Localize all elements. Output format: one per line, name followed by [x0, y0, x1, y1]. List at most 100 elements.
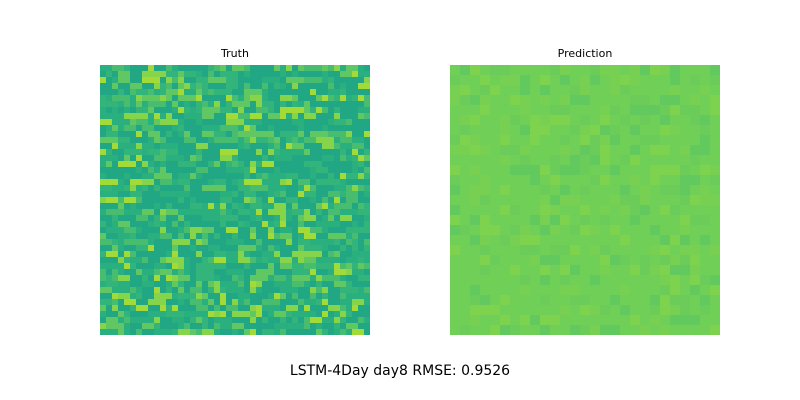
heatmap-cell — [178, 89, 184, 95]
heatmap-cell — [630, 195, 640, 205]
heatmap-cell — [136, 245, 154, 251]
heatmap-cell — [660, 325, 670, 335]
heatmap-cell — [256, 161, 262, 167]
heatmap-cell — [660, 105, 670, 115]
heatmap-cell — [500, 65, 510, 75]
heatmap-cell — [268, 89, 280, 95]
heatmap-cell — [178, 77, 184, 83]
heatmap-cell — [630, 155, 640, 165]
heatmap-cell — [130, 185, 136, 191]
heatmap-cell — [220, 155, 226, 161]
heatmap-cell — [364, 95, 370, 101]
heatmap-cell — [610, 85, 620, 95]
heatmap-cell — [364, 227, 370, 233]
heatmap-cell — [310, 131, 328, 137]
heatmap-cell — [106, 107, 112, 113]
heatmap-cell — [154, 251, 166, 257]
heatmap-cell — [184, 245, 190, 251]
heatmap-cell — [262, 101, 268, 107]
heatmap-cell — [450, 215, 460, 225]
heatmap-cell — [124, 251, 130, 257]
heatmap-cell — [590, 225, 600, 235]
heatmap-cell — [208, 155, 226, 161]
heatmap-cell — [480, 235, 490, 245]
heatmap-cell — [364, 179, 370, 185]
heatmap-cell — [100, 257, 118, 263]
heatmap-cell — [154, 155, 166, 161]
heatmap-cell — [178, 161, 196, 167]
heatmap-cell — [142, 167, 148, 173]
heatmap-cell — [540, 215, 550, 225]
heatmap-cell — [268, 113, 286, 119]
heatmap-cell — [470, 185, 480, 195]
heatmap-cell — [550, 155, 560, 165]
heatmap-cell — [540, 295, 550, 305]
heatmap-cell — [250, 131, 268, 137]
heatmap-cell — [520, 245, 530, 255]
heatmap-cell — [650, 105, 660, 115]
heatmap-cell — [700, 115, 710, 125]
heatmap-cell — [590, 65, 600, 75]
heatmap-cell — [226, 305, 238, 311]
heatmap-cell — [286, 245, 292, 251]
heatmap-cell — [196, 215, 202, 221]
heatmap-cell — [124, 125, 136, 131]
heatmap-cell — [580, 225, 590, 235]
heatmap-cell — [316, 275, 322, 281]
heatmap-cell — [450, 245, 460, 255]
heatmap-cell — [148, 131, 160, 137]
heatmap-cell — [232, 203, 238, 209]
heatmap-cell — [262, 215, 274, 221]
heatmap-cell — [640, 135, 650, 145]
heatmap-cell — [560, 115, 570, 125]
heatmap-cell — [178, 263, 184, 269]
heatmap-cell — [250, 299, 268, 305]
heatmap-cell — [214, 287, 220, 293]
heatmap-cell — [670, 95, 680, 105]
heatmap-cell — [358, 233, 370, 239]
heatmap-cell — [470, 195, 480, 205]
heatmap-cell — [530, 135, 540, 145]
heatmap-cell — [274, 221, 280, 227]
heatmap-cell — [238, 257, 250, 263]
heatmap-cell — [238, 131, 250, 137]
heatmap-cell — [172, 137, 190, 143]
heatmap-cell — [560, 275, 570, 285]
heatmap-cell — [450, 185, 460, 195]
heatmap-cell — [316, 263, 334, 269]
heatmap-cell — [610, 165, 620, 175]
heatmap-cell — [680, 105, 690, 115]
heatmap-cell — [610, 255, 620, 265]
heatmap-cell — [214, 161, 220, 167]
heatmap-cell — [106, 275, 112, 281]
heatmap-cell — [470, 305, 480, 315]
heatmap-cell — [256, 233, 268, 239]
heatmap-cell — [322, 323, 340, 329]
heatmap-cell — [480, 185, 490, 195]
heatmap-cell — [640, 255, 650, 265]
heatmap-cell — [154, 125, 172, 131]
heatmap-cell — [268, 209, 286, 215]
heatmap-cell — [540, 265, 550, 275]
heatmap-cell — [480, 295, 490, 305]
heatmap-cell — [166, 215, 172, 221]
heatmap-cell — [670, 285, 680, 295]
heatmap-cell — [262, 161, 274, 167]
heatmap-cell — [172, 239, 190, 245]
heatmap-cell — [172, 173, 178, 179]
heatmap-cell — [214, 113, 226, 119]
heatmap-cell — [550, 245, 560, 255]
heatmap-cell — [148, 95, 160, 101]
heatmap-cell — [650, 295, 660, 305]
heatmap-cell — [178, 65, 184, 71]
heatmap-cell — [358, 281, 370, 287]
heatmap-cell — [700, 85, 710, 95]
heatmap-cell — [340, 257, 346, 263]
heatmap-cell — [660, 165, 670, 175]
heatmap-cell — [650, 175, 660, 185]
heatmap-cell — [250, 161, 256, 167]
heatmap-cell — [570, 295, 580, 305]
heatmap-cell — [346, 83, 358, 89]
heatmap-cell — [268, 137, 274, 143]
heatmap-cell — [280, 269, 298, 275]
